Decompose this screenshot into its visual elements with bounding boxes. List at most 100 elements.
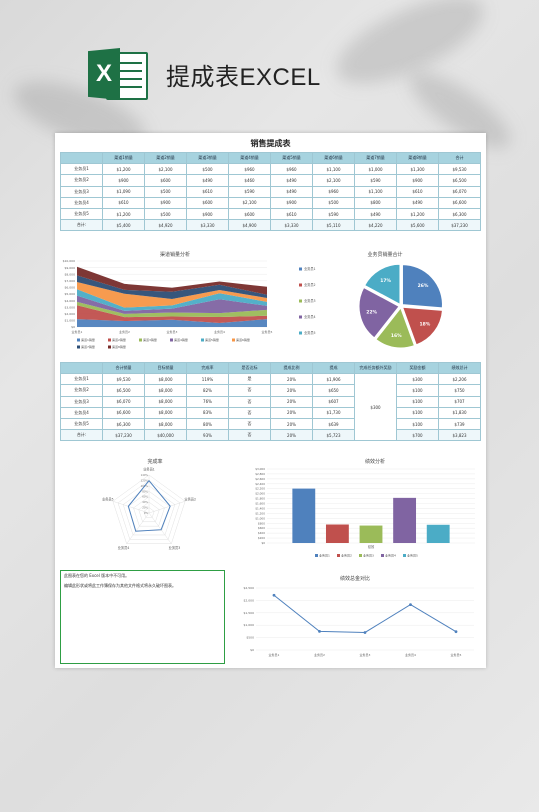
table-row: 业务员4 $610 $900 $600 $2,100 $900 $500 $800 $490 $6…	[60, 196, 481, 209]
radar-tick-label: 40%	[142, 500, 148, 504]
unsupported-chart-note: 此图表在您的 Excel 版本中不可用。 编辑此形状或将此工作簿保存为其他文件格…	[60, 570, 225, 664]
table-cell: $2,100	[228, 196, 271, 209]
table-cell: 否	[228, 395, 271, 408]
radar-grid-ring	[138, 501, 160, 522]
radar-grid-ring	[122, 485, 176, 536]
table-cell: $900	[102, 174, 145, 187]
x-tick-label: 业务员1	[269, 652, 280, 657]
column-header: 渠道4销量	[228, 151, 271, 165]
table-cell: $8,000	[144, 373, 187, 386]
table-cell: 业务员4	[60, 196, 103, 209]
table-cell: $5,400	[102, 219, 145, 232]
pie-slice-2	[401, 306, 444, 346]
y-tick-label: $1,000	[255, 516, 265, 520]
table-cell: $590	[312, 207, 355, 221]
salesperson-pie-chart: 业务员销量合计 26% 18% 16% 22% 17% 业务员1 业务员2 业务员3 业务员4 业务…	[299, 251, 444, 349]
area-series-1	[77, 319, 267, 327]
chart-title: 绩效分析	[365, 458, 385, 465]
y-tick-label: $1,400	[255, 506, 265, 510]
y-tick-label: $2,600	[255, 477, 265, 481]
table-cell: $900	[396, 174, 439, 187]
table-cell: 20%	[270, 395, 313, 408]
legend-label: 业务员2	[341, 553, 352, 558]
table-cell: $490	[354, 207, 397, 221]
column-header: 渠道8销量	[396, 151, 439, 165]
column-header: 渠道2销量	[144, 151, 187, 165]
table-cell: $5,723	[312, 429, 355, 442]
table-cell: $1,200	[396, 207, 439, 221]
table-cell: $960	[312, 185, 355, 198]
table-cell: $1,830	[438, 406, 481, 419]
x-tick-label: 业务员5	[451, 652, 462, 657]
y-tick-label: $1,000	[244, 623, 255, 627]
legend-label: 渠道6销量	[236, 337, 250, 342]
table-row: 业务员4 $6,600 $8,000 83% 否 20% $1,730 $100 $1,830	[60, 406, 481, 419]
y-tick-label: $3,000	[255, 467, 265, 471]
y-tick-label: $0	[261, 541, 265, 545]
y-tick-label: $6,000	[65, 286, 76, 290]
radar-tick-label: 80%	[142, 489, 148, 493]
legend-label: 业务员1	[304, 266, 316, 271]
table-cell: $37,230	[438, 219, 481, 232]
table-cell: $2,100	[312, 174, 355, 187]
table-cell: $900	[186, 207, 229, 221]
legend-label: 渠道5销量	[205, 337, 219, 342]
line-point	[318, 630, 321, 633]
table-row: 业务员3 $6,070 $8,000 76% 否 20% $607 $100 $707	[60, 395, 481, 408]
performance-bar-chart: 绩效分析 $0$200$400$600$800$1,000$1,200$1,400…	[255, 458, 475, 558]
legend-swatch	[299, 267, 302, 271]
legend-swatch	[139, 338, 142, 342]
chart-title: 完成率	[147, 458, 162, 465]
table-row: 业务员1 $9,530 $8,000 119% 是 20% $1,906 $300 $300 $2…	[60, 373, 481, 442]
column-header: 合计	[438, 151, 481, 165]
legend-swatch	[299, 315, 302, 319]
column-header: 提成	[312, 361, 355, 375]
table-cell: $800	[354, 196, 397, 209]
column-header: 渠道6销量	[312, 151, 355, 165]
legend-label: 业务员3	[304, 298, 316, 303]
column-header	[60, 151, 103, 165]
note-line-1: 此图表在您的 Excel 版本中不可用。	[64, 573, 130, 578]
table-cell: $6,070	[438, 185, 481, 198]
pie-data-label: 26%	[418, 283, 429, 289]
pie-data-label: 18%	[419, 322, 430, 328]
table-cell: $739	[438, 417, 481, 431]
table-cell: $40,000	[144, 429, 187, 442]
radar-spoke	[126, 512, 150, 544]
legend-swatch	[359, 554, 362, 557]
table-cell: $2,206	[438, 373, 481, 386]
sales-table: 渠道1销量 渠道2销量 渠道3销量 渠道4销量 渠道5销量 渠道6销量 渠道7销量 渠道8销量…	[60, 151, 481, 232]
table-cell: $100	[396, 384, 439, 397]
table-cell: $4,220	[354, 219, 397, 232]
column-header: 渠道1销量	[102, 151, 145, 165]
table-cell: $607	[312, 395, 355, 408]
table-cell: 业务员1	[60, 373, 103, 386]
table-cell: $5,110	[312, 219, 355, 232]
table-cell: $750	[438, 384, 481, 397]
channel-area-chart: 渠道销量分析 $0 $1,000 $2,000 $3,000 $4,000 $5,000 $6…	[63, 251, 273, 349]
x-tick-label: 业务员5	[262, 329, 273, 334]
table-cell: 119%	[186, 373, 229, 386]
table-cell: $6,300	[438, 207, 481, 221]
legend-swatch	[108, 345, 111, 349]
table-cell: $300	[396, 373, 439, 386]
legend-label: 渠道8销量	[112, 344, 126, 349]
table-cell: $6,600	[102, 406, 145, 419]
table-cell: $600	[186, 196, 229, 209]
pie-data-label: 22%	[366, 310, 377, 316]
table-cell: $5,600	[396, 219, 439, 232]
table-cell: $490	[270, 185, 313, 198]
line-series	[273, 594, 457, 633]
table-cell: $8,000	[144, 384, 187, 397]
table-cell: $8,000	[144, 406, 187, 419]
column-header: 是否达标	[228, 361, 271, 375]
radar-grid-ring	[143, 507, 155, 518]
legend-label: 渠道3销量	[143, 337, 157, 342]
table-row: 业务员1 $1,200 $2,100 $500 $960 $960 $1,100 $1,000…	[60, 163, 481, 176]
table-cell: $600	[144, 174, 187, 187]
y-tick-label: $8,000	[65, 272, 76, 276]
table-cell: $6,500	[102, 384, 145, 397]
table-row: 业务员5 $6,300 $8,000 80% 否 20% $639 $100 $739	[60, 417, 481, 431]
table-cell: $650	[312, 384, 355, 397]
column-header: 目标销量	[144, 361, 187, 375]
